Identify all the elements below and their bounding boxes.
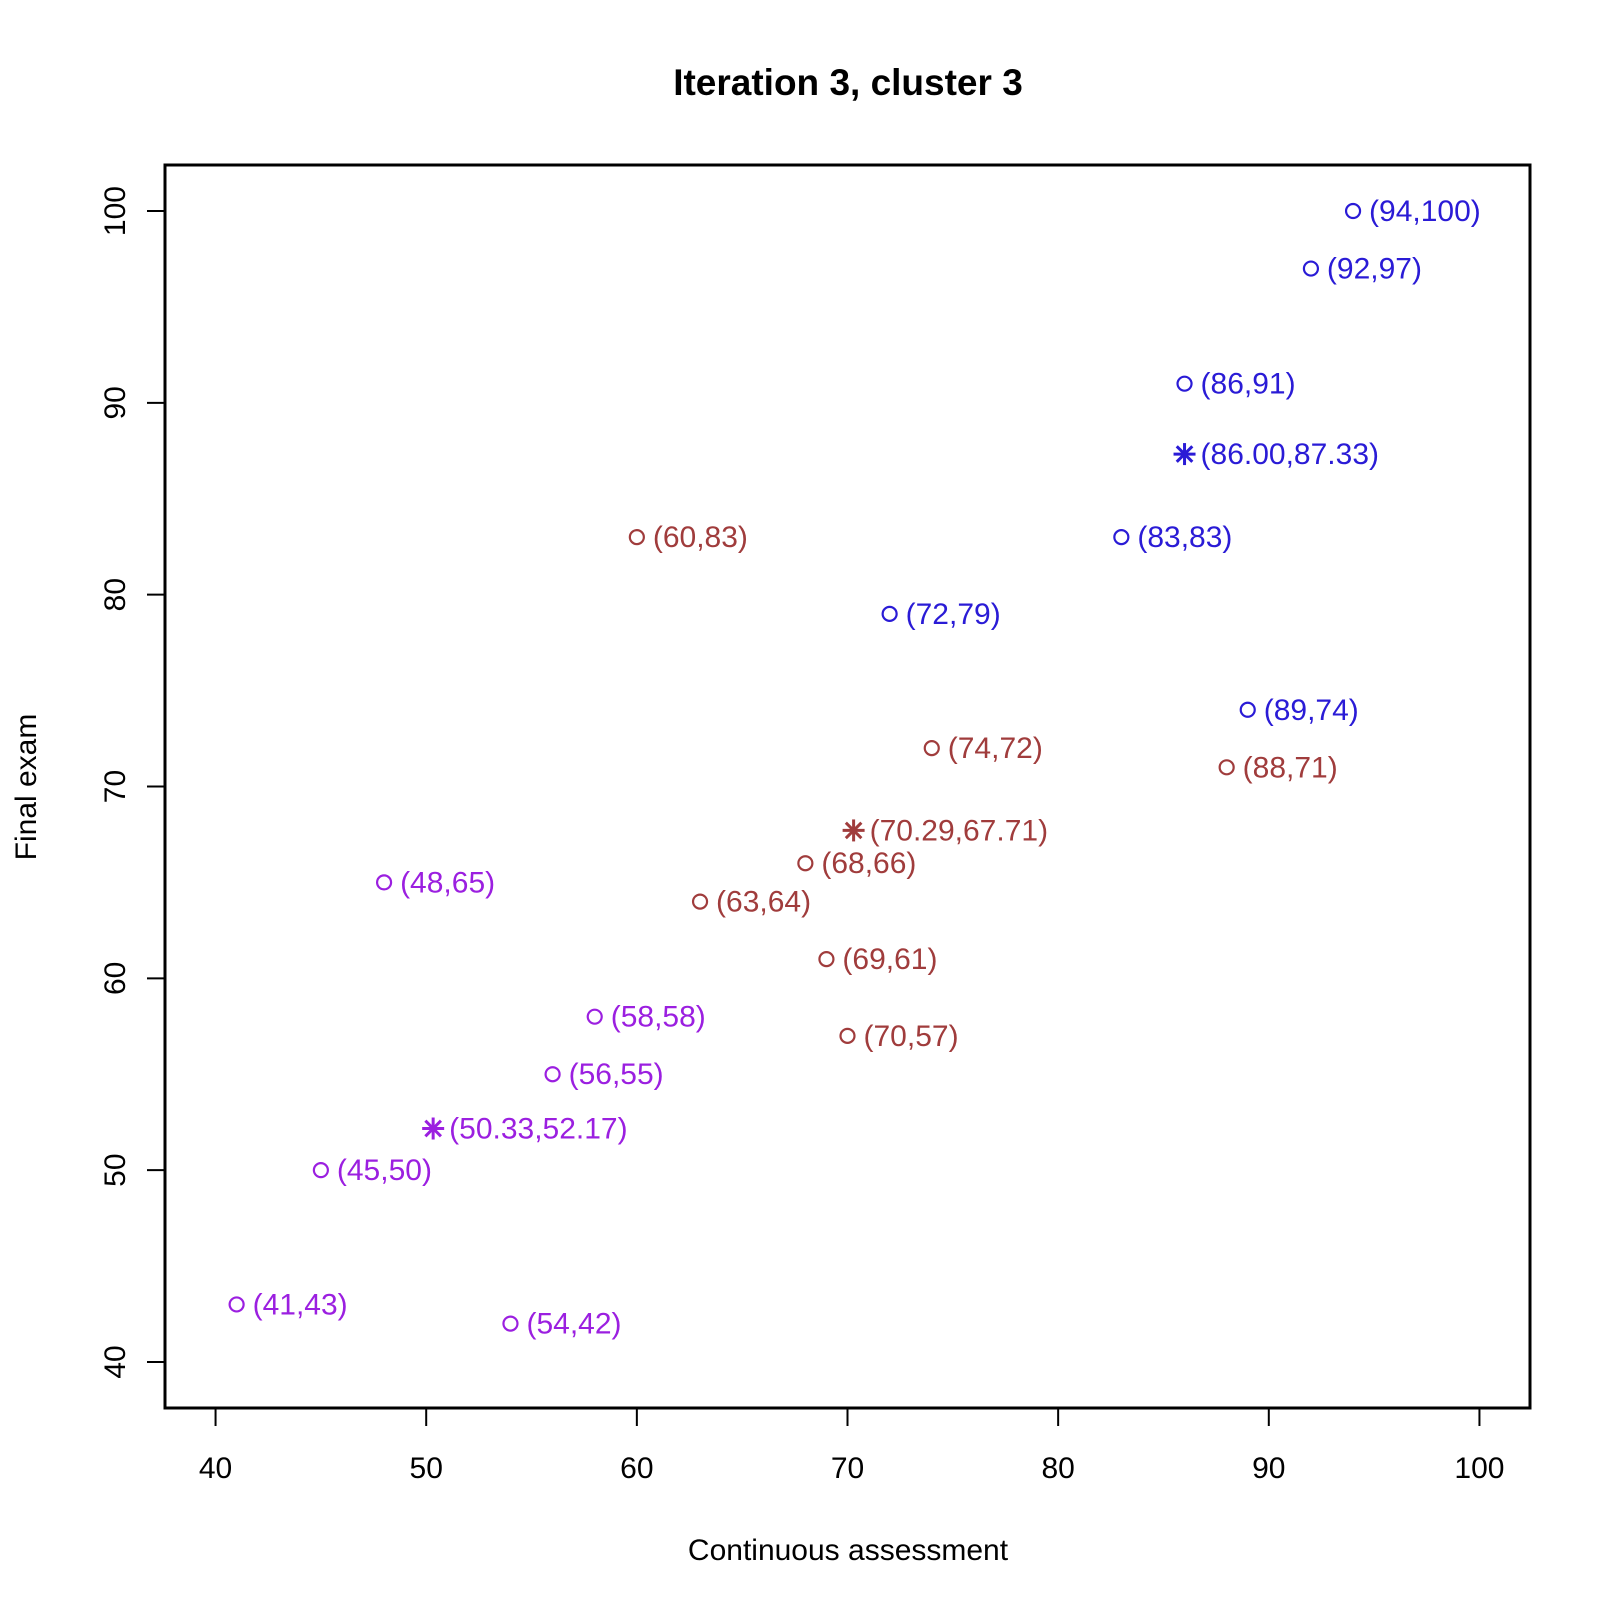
x-axis-label: Continuous assessment bbox=[688, 1534, 1009, 1567]
data-point bbox=[586, 1008, 603, 1025]
x-tick-label: 40 bbox=[199, 1452, 232, 1485]
x-tick-label: 60 bbox=[620, 1452, 653, 1485]
data-point-label: (48,65) bbox=[400, 866, 495, 899]
y-axis-label: Final exam bbox=[10, 714, 43, 861]
data-point-label: (63,64) bbox=[716, 886, 811, 919]
data-point bbox=[818, 951, 835, 968]
data-point-label: (56,55) bbox=[569, 1058, 664, 1091]
data-point-label: (58,58) bbox=[611, 1001, 706, 1034]
y-tick-label: 60 bbox=[99, 962, 132, 995]
data-point bbox=[1218, 759, 1235, 776]
cluster-3: (48,65) (58,58) (56,55) (45,50) (41,43) (54,4… bbox=[228, 866, 706, 1341]
data-points: (94,100) (92,97) (86,91) (83,83) (72,79) (89,… bbox=[228, 195, 1481, 1341]
centroid-marker bbox=[422, 1117, 445, 1140]
data-point-label: (69,61) bbox=[842, 943, 937, 976]
centroid-label: (70.29,67.71) bbox=[870, 814, 1048, 847]
data-point-label: (74,72) bbox=[948, 732, 1043, 765]
plot-frame bbox=[163, 163, 1532, 1410]
data-point bbox=[1344, 202, 1362, 220]
data-point bbox=[502, 1315, 519, 1332]
data-point bbox=[544, 1066, 561, 1083]
y-tick-label: 100 bbox=[99, 186, 132, 236]
data-point-label: (72,79) bbox=[906, 598, 1001, 631]
chart-title: Iteration 3, cluster 3 bbox=[673, 62, 1023, 103]
data-point-label: (92,97) bbox=[1327, 253, 1422, 286]
x-tick-label: 70 bbox=[831, 1452, 864, 1485]
y-tick-label: 80 bbox=[99, 578, 132, 611]
data-point-label: (68,66) bbox=[821, 847, 916, 880]
y-tick-label: 70 bbox=[99, 770, 132, 803]
data-point bbox=[797, 855, 814, 872]
x-tick-label: 80 bbox=[1041, 1452, 1074, 1485]
data-point bbox=[228, 1296, 245, 1313]
data-point bbox=[312, 1162, 329, 1179]
cluster-2: (60,83) (74,72) (88,71) (68,66) (63,64) (69,6… bbox=[628, 521, 1338, 1053]
data-point bbox=[628, 529, 645, 546]
data-point bbox=[691, 893, 709, 910]
x-tick-label: 90 bbox=[1252, 1452, 1285, 1485]
data-point-label: (88,71) bbox=[1243, 751, 1338, 784]
centroid-label: (86.00,87.33) bbox=[1201, 438, 1379, 471]
data-point bbox=[1113, 529, 1130, 546]
data-point bbox=[839, 1027, 856, 1044]
y-tick-label: 50 bbox=[99, 1153, 132, 1186]
x-axis: 40 50 60 70 80 90 100 bbox=[199, 1407, 1504, 1485]
centroid-label: (50.33,52.17) bbox=[449, 1113, 627, 1146]
y-axis: 40 50 60 70 80 90 100 bbox=[99, 186, 166, 1379]
data-point bbox=[1176, 375, 1193, 392]
data-point-label: (45,50) bbox=[337, 1154, 432, 1187]
data-point-label: (94,100) bbox=[1369, 195, 1481, 228]
centroid-marker bbox=[842, 819, 865, 842]
data-point bbox=[923, 740, 940, 757]
data-point bbox=[881, 605, 898, 622]
data-point-label: (70,57) bbox=[864, 1020, 959, 1053]
centroid-marker bbox=[1173, 443, 1196, 466]
data-point bbox=[1302, 260, 1320, 277]
data-point-label: (83,83) bbox=[1137, 521, 1232, 554]
y-tick-label: 40 bbox=[99, 1345, 132, 1378]
x-tick-label: 100 bbox=[1454, 1452, 1504, 1485]
data-point-label: (86,91) bbox=[1201, 368, 1296, 401]
data-point-label: (54,42) bbox=[526, 1308, 621, 1341]
x-tick-label: 50 bbox=[410, 1452, 443, 1485]
y-tick-label: 90 bbox=[99, 386, 132, 419]
data-point bbox=[1239, 701, 1256, 718]
data-point bbox=[375, 874, 393, 891]
cluster-1: (94,100) (92,97) (86,91) (83,83) (72,79) (89,… bbox=[881, 195, 1481, 727]
data-point-label: (89,74) bbox=[1264, 694, 1359, 727]
data-point-label: (60,83) bbox=[653, 521, 748, 554]
data-point-label: (41,43) bbox=[253, 1288, 348, 1321]
